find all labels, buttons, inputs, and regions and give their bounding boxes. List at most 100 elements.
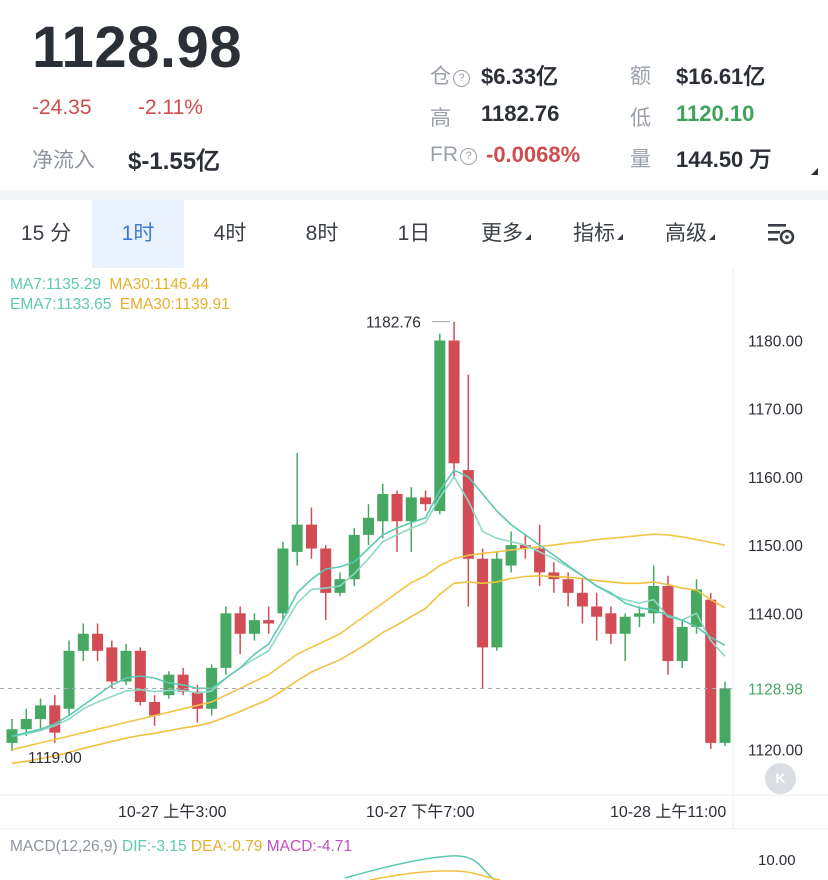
question-icon[interactable]: ? bbox=[460, 148, 477, 165]
fr-label[interactable]: FR? bbox=[430, 143, 477, 167]
candle-body bbox=[491, 558, 503, 648]
chart-settings-icon[interactable] bbox=[766, 220, 796, 251]
low-value: 1120.10 bbox=[676, 101, 755, 126]
pane-divider bbox=[0, 828, 828, 829]
volume-value: 144.50 万 bbox=[676, 147, 772, 172]
section-divider bbox=[0, 190, 828, 200]
tab-label: 8时 bbox=[305, 222, 339, 245]
dropdown-corner-icon bbox=[525, 234, 531, 240]
tab-1d[interactable]: 1日 bbox=[368, 200, 460, 268]
dropdown-corner-icon bbox=[617, 234, 623, 240]
tab-label: 4时 bbox=[213, 222, 247, 245]
question-icon[interactable]: ? bbox=[453, 70, 470, 87]
tab-15m[interactable]: 15 分 bbox=[0, 200, 92, 268]
ema30-line bbox=[11, 574, 726, 765]
ema7-label: EMA7:1133.65 bbox=[10, 296, 112, 313]
ma30-line bbox=[11, 533, 726, 751]
dif-label: DIF:-3.15 bbox=[122, 838, 187, 855]
macd-lines bbox=[344, 855, 501, 880]
candle-body bbox=[305, 524, 317, 549]
candle-body bbox=[106, 647, 118, 682]
candle-body bbox=[63, 650, 75, 709]
interval-tabs: 15 分 1时 4时 8时 1日 更多 指标 高级 bbox=[0, 200, 828, 268]
tab-label: 15 分 bbox=[20, 222, 72, 245]
high-value: 1182.76 bbox=[481, 101, 560, 126]
netflow-value: $-1.55亿 bbox=[128, 148, 221, 175]
tab-indicators[interactable]: 指标 bbox=[552, 200, 644, 268]
ema-legend: EMA7:1133.65 EMA30:1139.91 bbox=[10, 296, 230, 314]
current-price-label: 1128.98 bbox=[748, 681, 803, 698]
candle-body bbox=[220, 613, 232, 668]
candle-body bbox=[248, 620, 260, 634]
ema7-line bbox=[11, 475, 726, 737]
ma7-label: MA7:1135.29 bbox=[10, 276, 102, 293]
price-change: -24.35 bbox=[32, 96, 92, 119]
candle-body bbox=[277, 548, 289, 614]
candle-body bbox=[519, 545, 531, 549]
candle-body bbox=[705, 599, 717, 743]
ma30-label: MA30:1146.44 bbox=[109, 276, 210, 293]
candle-body bbox=[405, 497, 417, 522]
ma7-line bbox=[11, 469, 726, 737]
candle-body bbox=[20, 719, 32, 730]
candle-body bbox=[191, 691, 203, 709]
current-price-tag bbox=[735, 674, 827, 702]
tab-1h[interactable]: 1时 bbox=[92, 200, 184, 268]
position-label[interactable]: 仓? bbox=[430, 60, 470, 90]
scroll-to-latest-icon[interactable]: K bbox=[765, 763, 796, 794]
candle-body bbox=[633, 613, 645, 617]
funding-rate-value: -0.0068% bbox=[486, 142, 581, 167]
candle-body bbox=[477, 558, 489, 648]
candle-body bbox=[177, 674, 189, 692]
candle-body bbox=[434, 340, 446, 511]
x-tick-label: 10-28 上午11:00 bbox=[610, 803, 726, 821]
candle-body bbox=[690, 589, 702, 627]
tab-label: 更多 bbox=[481, 222, 523, 245]
amount-label: 额 bbox=[630, 65, 651, 88]
candle-body bbox=[263, 620, 275, 624]
y-tick-label: 1180.00 bbox=[748, 334, 803, 351]
tab-4h[interactable]: 4时 bbox=[184, 200, 276, 268]
candle-body bbox=[505, 545, 517, 566]
candle-body bbox=[420, 497, 432, 505]
candle-body bbox=[676, 626, 688, 662]
candle-body bbox=[348, 534, 360, 580]
dea-label: DEA:-0.79 bbox=[190, 838, 263, 855]
x-tick-label: 10-27 上午3:00 bbox=[118, 803, 227, 821]
position-value: $6.33亿 bbox=[481, 64, 559, 89]
ema30-label: EMA30:1139.91 bbox=[119, 296, 230, 313]
candle-body bbox=[291, 524, 303, 552]
tab-8h[interactable]: 8时 bbox=[276, 200, 368, 268]
fr-label-text: FR bbox=[430, 143, 458, 166]
volume-label: 量 bbox=[630, 148, 651, 171]
candlestick-chart[interactable]: 1180.001170.001160.001150.001140.001130.… bbox=[0, 268, 828, 828]
x-tick-label: 10-27 下午7:00 bbox=[366, 803, 475, 821]
y-tick-label: 1160.00 bbox=[748, 470, 803, 487]
candle-body bbox=[363, 517, 374, 535]
dropdown-corner-icon bbox=[709, 234, 715, 240]
ticker-header: 1128.98 -24.35 -2.11% 净流入 $-1.55亿 仓? $6.… bbox=[0, 0, 828, 190]
y-tick-label: 1170.00 bbox=[748, 402, 803, 419]
macd-legend: MACD(12,26,9) DIF:-3.15 DEA:-0.79 MACD:-… bbox=[10, 838, 352, 856]
high-label: 高 bbox=[430, 107, 451, 130]
tab-advanced[interactable]: 高级 bbox=[644, 200, 736, 268]
netflow-label: 净流入 bbox=[32, 149, 95, 172]
last-price: 1128.98 bbox=[32, 15, 242, 80]
candle-body bbox=[391, 493, 403, 522]
y-tick-label: 1150.00 bbox=[748, 538, 803, 555]
candle-body bbox=[719, 688, 731, 743]
amount-value: $16.61亿 bbox=[676, 64, 766, 89]
candle-body bbox=[534, 548, 546, 573]
candle-body bbox=[619, 616, 631, 634]
position-label-text: 仓 bbox=[430, 65, 451, 88]
candle-body bbox=[448, 340, 460, 464]
price-change-percent: -2.11% bbox=[138, 96, 203, 119]
tab-more[interactable]: 更多 bbox=[460, 200, 552, 268]
candle-body bbox=[562, 579, 574, 593]
expand-corner-icon[interactable] bbox=[811, 168, 818, 175]
candle-body bbox=[605, 613, 617, 634]
candle-body bbox=[35, 705, 47, 720]
ma-legend: MA7:1135.29 MA30:1146.44 bbox=[10, 276, 209, 294]
candle-body bbox=[320, 548, 332, 593]
candle-body bbox=[77, 633, 89, 651]
